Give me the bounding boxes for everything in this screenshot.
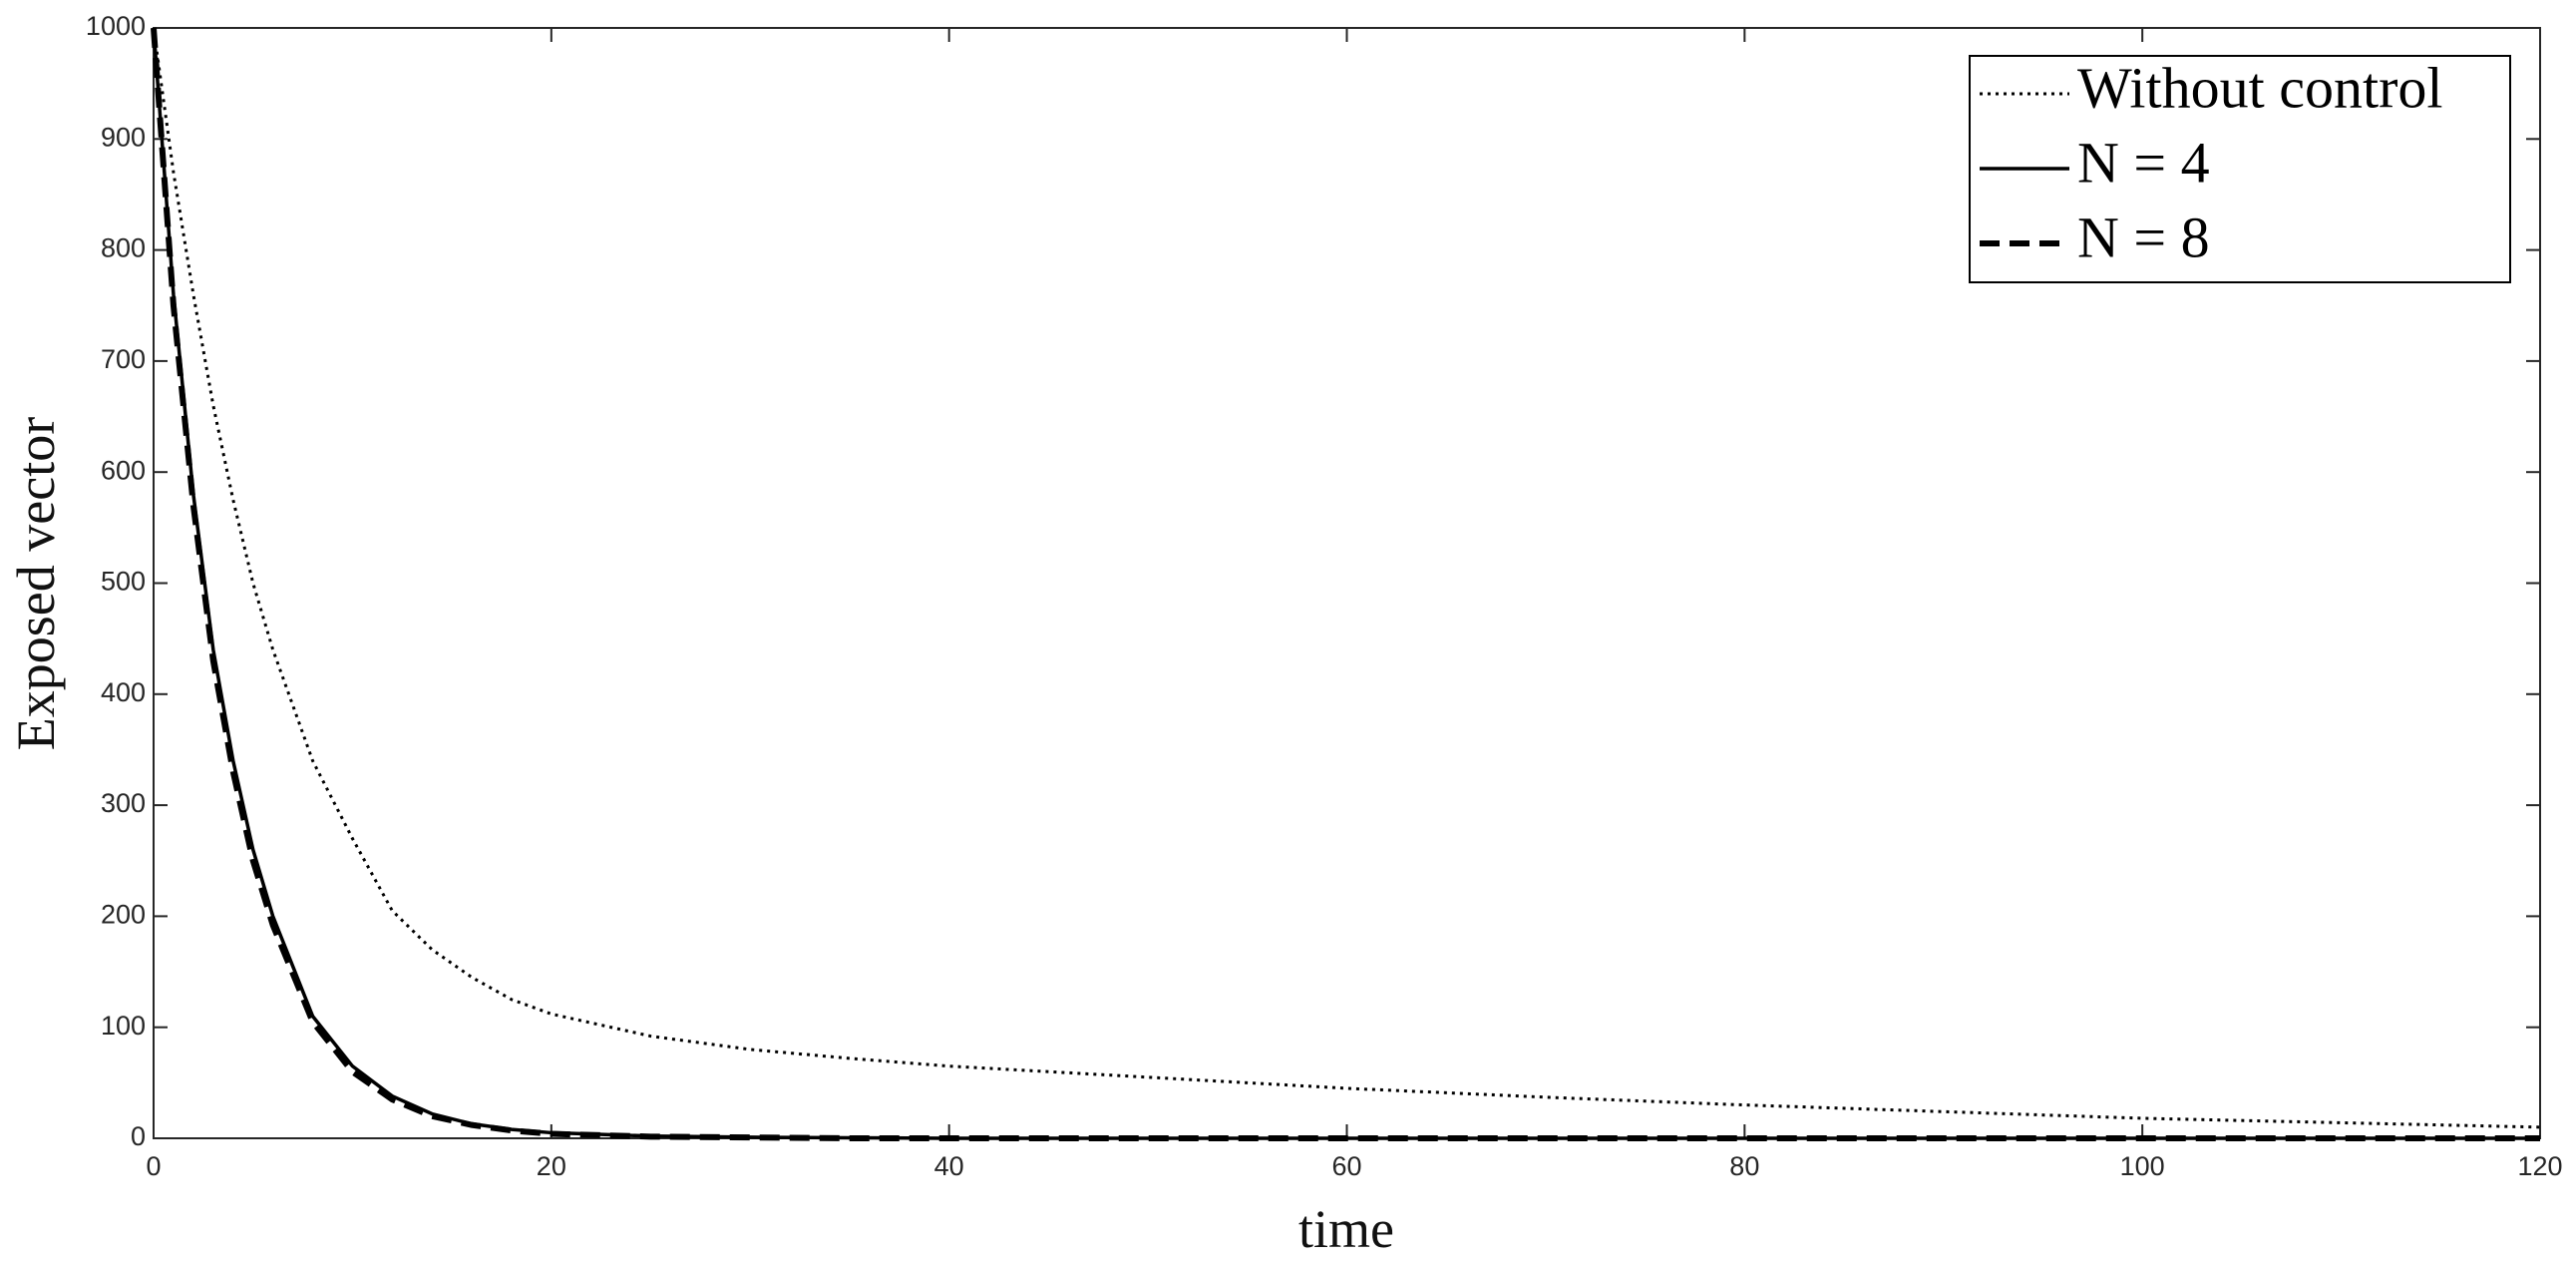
legend-label: N = 4 [2077,130,2210,195]
x-tick-label: 0 [146,1151,161,1181]
y-tick-label: 1000 [86,11,146,41]
x-tick-label: 40 [934,1151,964,1181]
y-tick-label: 300 [101,788,146,818]
line-series [151,27,2540,1141]
y-tick-label: 600 [101,455,146,485]
legend-label: Without control [2077,55,2443,120]
y-tick-label: 0 [131,1121,146,1151]
y-tick-label: 200 [101,900,146,930]
y-tick-label: 800 [101,233,146,263]
y-tick-label: 900 [101,122,146,152]
x-axis-label: time [1298,1199,1394,1259]
y-tick-label: 400 [101,677,146,707]
x-tick-label: 60 [1331,1151,1361,1181]
y-tick-label: 100 [101,1011,146,1041]
x-tick-label: 120 [2517,1151,2562,1181]
y-tick-label: 700 [101,344,146,374]
legend-label: N = 8 [2077,205,2210,269]
y-axis-label: Exposed vector [6,417,66,750]
x-tick-label: 20 [537,1151,566,1181]
x-tick-label: 80 [1729,1151,1759,1181]
y-tick-label: 500 [101,567,146,597]
x-tick-label: 100 [2120,1151,2165,1181]
